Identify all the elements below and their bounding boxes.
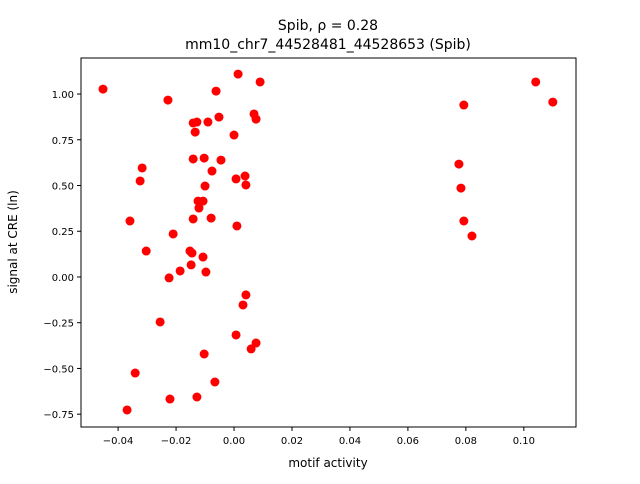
data-point [200, 181, 210, 191]
x-axis-label: motif activity [288, 456, 367, 470]
x-tick-label: −0.02 [161, 436, 192, 447]
data-point [210, 377, 220, 387]
x-tick-label: 0.10 [513, 436, 535, 447]
data-point [531, 77, 541, 87]
data-point [216, 155, 226, 165]
data-point [206, 213, 216, 223]
data-point [467, 231, 477, 241]
y-axis-label: signal at CRE (ln) [6, 190, 20, 294]
data-point [141, 246, 151, 256]
chart-title-line2: mm10_chr7_44528481_44528653 (Spib) [185, 37, 471, 53]
data-point [231, 330, 241, 340]
data-point [199, 349, 209, 359]
data-point [199, 153, 209, 163]
x-tick-label: −0.04 [103, 436, 134, 447]
data-point [241, 180, 251, 190]
data-point [135, 176, 145, 186]
y-axis-ticks: −0.75 −0.50 −0.25 0.00 0.25 0.50 0.75 1.00 [43, 90, 81, 421]
data-point [255, 77, 265, 87]
y-tick-label: 0.25 [52, 227, 74, 238]
data-point [188, 154, 198, 164]
y-tick-label: −0.50 [43, 364, 74, 375]
data-point [229, 130, 239, 140]
data-point [246, 344, 256, 354]
data-point [165, 394, 175, 404]
data-point [130, 368, 140, 378]
data-point [238, 300, 248, 310]
x-tick-label: 0.02 [281, 436, 303, 447]
data-point [190, 127, 200, 137]
data-point [186, 260, 196, 270]
y-tick-label: −0.25 [43, 319, 74, 330]
data-point [98, 84, 108, 94]
data-point [198, 252, 208, 262]
data-point [188, 214, 198, 224]
y-tick-label: 1.00 [52, 90, 74, 101]
data-point [175, 266, 185, 276]
y-tick-label: 0.75 [52, 136, 74, 147]
data-point [233, 69, 243, 79]
data-point [240, 171, 250, 181]
data-point [164, 273, 174, 283]
data-point [188, 118, 198, 128]
data-point [459, 100, 469, 110]
data-point [232, 221, 242, 231]
data-point [214, 112, 224, 122]
data-point [155, 317, 165, 327]
y-tick-label: 0.50 [52, 182, 74, 193]
x-tick-label: 0.00 [223, 436, 245, 447]
data-point [201, 267, 211, 277]
plot-frame [80, 57, 577, 428]
y-tick-label: 0.00 [52, 273, 74, 284]
data-point [192, 392, 202, 402]
data-point [198, 196, 208, 206]
y-tick-label: −0.75 [43, 410, 74, 421]
data-point [454, 159, 464, 169]
data-point [211, 86, 221, 96]
x-tick-label: 0.04 [339, 436, 361, 447]
data-point [456, 183, 466, 193]
data-point [194, 203, 204, 213]
x-tick-label: 0.06 [397, 436, 419, 447]
data-point [241, 290, 251, 300]
data-point [203, 117, 213, 127]
chart-title-line1: Spib, ρ = 0.28 [278, 18, 378, 34]
data-point [137, 163, 147, 173]
data-point [125, 216, 135, 226]
data-point [231, 174, 241, 184]
data-point [187, 248, 197, 258]
data-point [459, 216, 469, 226]
data-point [548, 97, 558, 107]
x-axis-ticks: −0.04 −0.02 0.00 0.02 0.04 0.06 0.08 0.10 [103, 427, 535, 447]
data-point [207, 166, 217, 176]
data-points [98, 69, 558, 415]
data-point [168, 229, 178, 239]
x-tick-label: 0.08 [455, 436, 477, 447]
data-point [122, 405, 132, 415]
data-point [251, 114, 261, 124]
data-point [163, 95, 173, 105]
